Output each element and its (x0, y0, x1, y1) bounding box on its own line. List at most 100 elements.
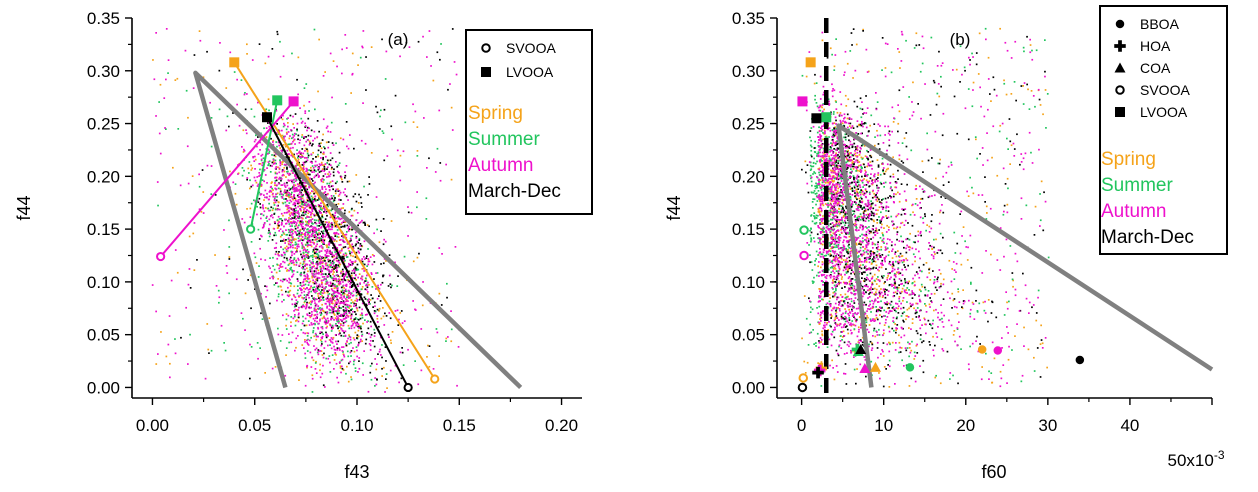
scatter-dot (279, 228, 282, 230)
scatter-dot (340, 315, 343, 317)
scatter-dot (327, 175, 330, 178)
scatter-dot (317, 220, 320, 222)
scatter-dot (303, 161, 306, 164)
scatter-dot (914, 260, 916, 263)
scatter-dot (288, 174, 291, 176)
scatter-dot (371, 362, 373, 365)
scatter-dot (158, 132, 161, 135)
scatter-dot (235, 278, 238, 281)
scatter-dot (338, 239, 341, 241)
scatter-dot (359, 221, 362, 223)
scatter-dot (365, 303, 368, 306)
scatter-dot (971, 52, 973, 55)
scatter-dot (328, 186, 331, 188)
scatter-dot (331, 324, 334, 327)
scatter-dot (296, 200, 298, 203)
scatter-dot (294, 132, 296, 135)
scatter-dot (314, 323, 316, 326)
scatter-dot (315, 170, 317, 173)
scatter-dot (320, 163, 323, 166)
scatter-dot (935, 374, 937, 377)
scatter-dot (412, 103, 414, 106)
scatter-dot (359, 297, 361, 299)
scatter-dot (266, 289, 269, 292)
scatter-dot (833, 256, 836, 259)
scatter-dot (302, 266, 304, 268)
scatter-dot (306, 126, 309, 129)
scatter-dot (308, 236, 310, 239)
scatter-dot (361, 335, 363, 337)
scatter-dot (320, 157, 322, 159)
scatter-dot (817, 209, 820, 211)
scatter-dot (306, 303, 308, 305)
scatter-dot (257, 357, 259, 360)
scatter-dot (283, 191, 286, 193)
scatter-dot (270, 182, 273, 184)
scatter-dot (283, 182, 286, 185)
scatter-dot (318, 289, 321, 291)
scatter-dot (906, 315, 909, 317)
scatter-dot (935, 238, 937, 241)
scatter-dot (1044, 89, 1047, 91)
scatter-dot (319, 307, 321, 309)
scatter-dot (365, 283, 368, 286)
scatter-dot (316, 263, 319, 265)
scatter-dot (336, 291, 338, 294)
scatter-dot (326, 275, 329, 277)
scatter-dot (299, 185, 301, 187)
scatter-dot (288, 187, 290, 190)
scatter-dot (344, 330, 347, 333)
scatter-dot (361, 45, 363, 48)
scatter-dot (301, 263, 304, 266)
scatter-dot (214, 194, 217, 196)
scatter-dot (267, 98, 270, 101)
scatter-dot (278, 251, 280, 253)
scatter-dot (296, 301, 299, 303)
scatter-dot (353, 321, 356, 323)
scatter-dot (827, 98, 830, 101)
scatter-dot (294, 204, 297, 207)
scatter-dot (414, 308, 416, 311)
scatter-dot (370, 325, 372, 328)
scatter-dot (304, 384, 307, 387)
scatter-dot (305, 304, 308, 307)
scatter-dot (309, 177, 311, 180)
scatter-dot (417, 40, 420, 43)
scatter-dot (446, 282, 448, 285)
scatter-dot (307, 231, 310, 233)
scatter-dot (305, 187, 307, 190)
scatter-dot (333, 224, 336, 226)
scatter-dot (825, 135, 828, 138)
scatter-dot (360, 202, 363, 204)
scatter-dot (987, 299, 990, 301)
scatter-dot (331, 185, 334, 187)
scatter-dot (352, 255, 354, 258)
scatter-dot (298, 224, 300, 227)
scatter-dot (330, 168, 333, 170)
scatter-dot (288, 277, 290, 280)
scatter-dot (167, 59, 170, 61)
scatter-dot (909, 232, 911, 235)
scatter-dot (258, 175, 260, 177)
scatter-dot (314, 226, 317, 229)
scatter-dot (308, 200, 311, 203)
scatter-dot (328, 197, 331, 200)
scatter-dot (932, 335, 934, 338)
scatter-dot (347, 230, 350, 232)
scatter-dot (259, 174, 261, 176)
scatter-dot (278, 270, 281, 272)
scatter-dot (262, 223, 265, 226)
scatter-dot (1006, 203, 1009, 206)
scatter-dot (285, 229, 287, 231)
scatter-dot (834, 318, 836, 321)
scatter-dot (208, 352, 210, 354)
scatter-dot (321, 317, 324, 320)
scatter-dot (334, 235, 337, 237)
scatter-dot (399, 55, 401, 58)
scatter-dot (314, 248, 317, 250)
scatter-dot (291, 191, 293, 194)
scatter-dot (353, 147, 355, 150)
scatter-dot (379, 300, 382, 302)
scatter-dot (288, 240, 291, 243)
scatter-dot (373, 312, 376, 315)
